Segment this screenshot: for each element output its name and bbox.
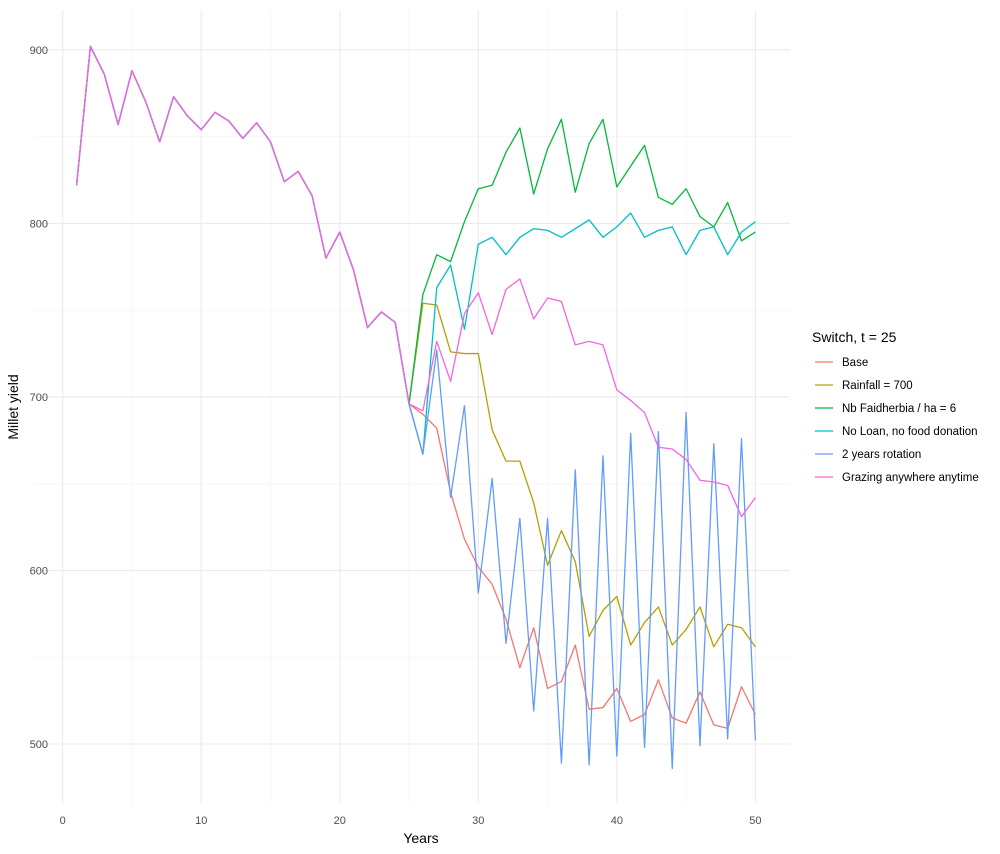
legend-label-grazing-anywhere-anytime: Grazing anywhere anytime xyxy=(842,472,979,484)
x-tick-label: 0 xyxy=(60,815,66,827)
legend: Switch, t = 25 Base Rainfall = 700 Nb Faid… xyxy=(812,329,979,484)
y-tick-label: 600 xyxy=(30,565,48,577)
x-tick-label: 20 xyxy=(334,815,346,827)
y-tick-labels: 500 600 700 800 900 xyxy=(30,45,48,751)
series-line-base xyxy=(75,45,756,730)
x-axis-title: Years xyxy=(403,830,438,846)
x-tick-labels: 0 10 20 30 40 50 xyxy=(60,815,762,827)
x-tick-label: 10 xyxy=(195,815,207,827)
major-gridlines xyxy=(35,10,790,803)
y-axis-title: Millet yield xyxy=(5,374,21,439)
legend-label-2-years-rotation: 2 years rotation xyxy=(842,449,921,461)
legend-label-rainfall-700: Rainfall = 700 xyxy=(842,380,913,392)
y-tick-label: 500 xyxy=(30,739,48,751)
series-line-nb-faidherbia-ha-6 xyxy=(75,45,756,405)
legend-title: Switch, t = 25 xyxy=(812,329,897,345)
x-tick-label: 50 xyxy=(749,815,761,827)
legend-label-no-loan-no-food-donation: No Loan, no food donation xyxy=(842,426,978,438)
x-tick-label: 30 xyxy=(472,815,484,827)
y-tick-label: 900 xyxy=(30,45,48,57)
series-lines xyxy=(75,45,757,769)
legend-label-base: Base xyxy=(842,357,868,369)
legend-items: Base Rainfall = 700 Nb Faidherbia / ha = 6… xyxy=(815,357,979,484)
y-tick-label: 800 xyxy=(30,218,48,230)
series-line-grazing-anywhere-anytime xyxy=(75,45,756,518)
series-line-no-loan-no-food-donation xyxy=(75,45,756,455)
x-tick-label: 40 xyxy=(611,815,623,827)
y-tick-label: 700 xyxy=(30,392,48,404)
legend-label-nb-faidherbia-ha-6: Nb Faidherbia / ha = 6 xyxy=(842,403,956,415)
